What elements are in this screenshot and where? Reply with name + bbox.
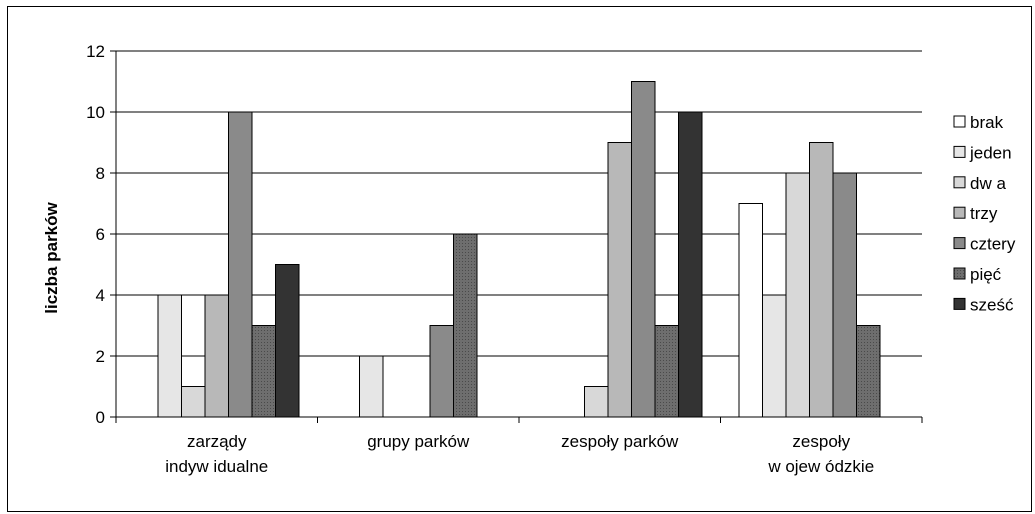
legend-swatch bbox=[953, 267, 966, 280]
legend-label: brak bbox=[970, 113, 1004, 132]
bar bbox=[453, 233, 478, 418]
bar bbox=[809, 142, 834, 418]
legend-label: sześć bbox=[970, 295, 1014, 314]
y-tick-label: 6 bbox=[96, 225, 105, 244]
bar bbox=[251, 325, 276, 418]
bar bbox=[738, 203, 763, 418]
legend: brak jeden dw a trzy cztery pięć sześć bbox=[953, 113, 1016, 314]
legend-swatch bbox=[953, 206, 966, 219]
bar bbox=[429, 325, 454, 418]
x-category-label: grupy parków bbox=[367, 432, 470, 451]
y-tick-label: 2 bbox=[96, 347, 105, 366]
bar bbox=[275, 264, 300, 418]
bars bbox=[157, 81, 881, 418]
legend-swatch bbox=[953, 115, 966, 128]
bar bbox=[631, 81, 656, 418]
axes: 0 2 4 6 8 10 12 zarządy indyw idualne grupy parkó… bbox=[86, 42, 923, 476]
x-category-label: w ojew ódzkie bbox=[767, 457, 874, 476]
x-category-label: zespoły parków bbox=[561, 432, 679, 451]
y-tick-label: 12 bbox=[86, 42, 105, 61]
bar bbox=[584, 386, 609, 418]
y-axis-label: liczba parków bbox=[42, 201, 61, 313]
x-category-label: indyw idualne bbox=[165, 457, 268, 476]
y-tick-label: 4 bbox=[96, 286, 105, 305]
y-tick-label: 10 bbox=[86, 103, 105, 122]
legend-label: trzy bbox=[970, 204, 998, 223]
bar bbox=[654, 325, 679, 418]
bar bbox=[181, 386, 206, 418]
y-tick-label: 8 bbox=[96, 164, 105, 183]
bar bbox=[157, 294, 182, 418]
bar bbox=[228, 111, 253, 418]
legend-label: pięć bbox=[970, 265, 1002, 284]
bar bbox=[204, 294, 229, 418]
legend-label: cztery bbox=[970, 235, 1016, 254]
legend-swatch bbox=[953, 297, 966, 310]
legend-label: dw a bbox=[970, 174, 1006, 193]
x-category-label: zespoły bbox=[792, 432, 850, 451]
legend-swatch bbox=[953, 145, 966, 158]
bar bbox=[359, 355, 384, 418]
bar bbox=[678, 111, 703, 418]
legend-swatch bbox=[953, 237, 966, 250]
bar bbox=[832, 172, 857, 418]
bar bbox=[607, 142, 632, 418]
bar bbox=[762, 294, 787, 418]
bar bbox=[856, 325, 881, 418]
chart-frame bbox=[7, 6, 1032, 512]
y-tick-label: 0 bbox=[96, 408, 105, 427]
x-category-label: zarządy bbox=[187, 432, 247, 451]
legend-swatch bbox=[953, 176, 966, 189]
legend-label: jeden bbox=[969, 143, 1012, 162]
bar bbox=[785, 172, 810, 418]
